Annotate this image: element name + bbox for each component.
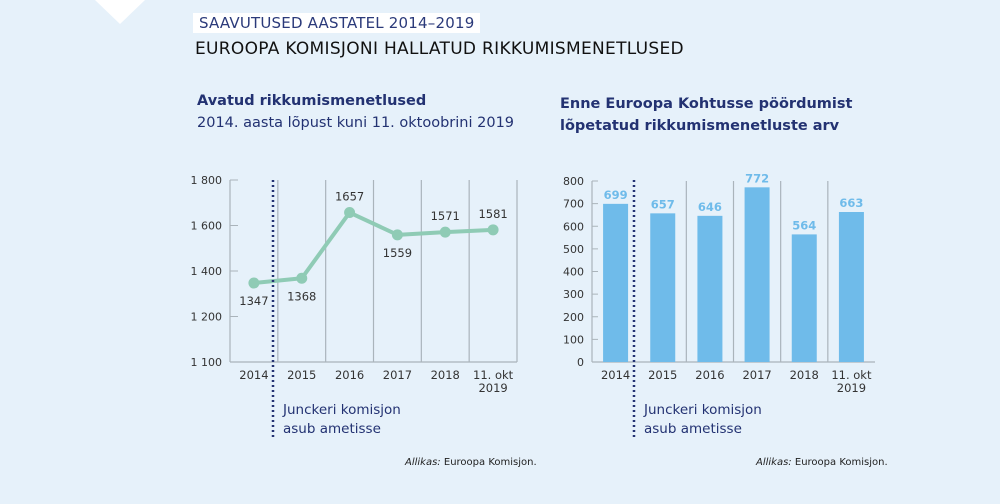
x-tick-label: 2019 [478, 381, 507, 395]
y-tick-label: 1 600 [191, 220, 223, 233]
x-tick-label: 2014 [239, 368, 268, 382]
y-tick-label: 0 [577, 356, 584, 369]
data-label: 1571 [431, 209, 460, 223]
data-label: 772 [745, 171, 769, 185]
x-tick-label: 2019 [837, 381, 866, 395]
bar [650, 213, 676, 362]
data-label: 699 [604, 188, 628, 202]
bar-chart-title-1: Enne Euroopa Kohtusse pöördumist [560, 96, 853, 112]
annotation-line-1: Junckeri komisjon [643, 402, 762, 418]
y-tick-label: 300 [563, 288, 584, 301]
line-chart-subtitle: 2014. aasta lõpust kuni 11. oktoobrini 2… [197, 115, 515, 131]
bar [791, 234, 817, 362]
bar-chart-title-2: lõpetatud rikkumismenetluste arv [560, 118, 840, 134]
bar [838, 211, 864, 362]
data-label: 1347 [239, 294, 268, 308]
bar-chart-source: Allikas: Euroopa Komisjon. [756, 457, 888, 468]
x-tick-label: 2017 [742, 368, 771, 382]
kicker-label: SAAVUTUSED AASTATEL 2014–2019 [193, 13, 481, 33]
x-tick-label: 2018 [790, 368, 819, 382]
bar [697, 215, 723, 362]
x-tick-label: 2016 [695, 368, 724, 382]
data-label: 1368 [287, 289, 316, 303]
bar [744, 187, 770, 362]
data-label: 663 [839, 196, 863, 210]
y-tick-label: 1 200 [191, 311, 223, 324]
annotation-line-2: asub ametisse [644, 421, 742, 437]
data-label: 646 [698, 200, 722, 214]
x-tick-label: 11. okt [473, 368, 514, 382]
line-chart-title: Avatud rikkumismenetlused [197, 93, 427, 109]
data-label: 1559 [383, 246, 412, 260]
x-tick-label: 11. okt [831, 368, 872, 382]
x-tick-label: 2017 [383, 368, 412, 382]
x-tick-label: 2018 [431, 368, 460, 382]
data-point [439, 226, 451, 238]
data-label: 1657 [335, 190, 364, 204]
y-tick-label: 400 [563, 266, 584, 279]
series-line [253, 210, 494, 286]
annotation-line-2: asub ametisse [283, 421, 381, 437]
y-tick-label: 1 800 [191, 174, 223, 187]
line-chart-source: Allikas: Euroopa Komisjon. [405, 457, 537, 468]
data-point [487, 224, 499, 236]
y-tick-label: 1 400 [191, 265, 223, 278]
data-point [248, 277, 260, 289]
y-tick-label: 500 [563, 243, 584, 256]
x-tick-label: 2016 [335, 368, 364, 382]
data-label: 564 [792, 218, 816, 232]
data-point [391, 229, 403, 241]
y-tick-label: 600 [563, 220, 584, 233]
page-title: EUROOPA KOMISJONI HALLATUD RIKKUMISMENET… [195, 39, 684, 59]
y-tick-label: 700 [563, 198, 584, 211]
data-point [344, 207, 356, 219]
data-label: 1581 [478, 207, 507, 221]
annotation-line-1: Junckeri komisjon [282, 402, 401, 418]
data-point [296, 272, 308, 284]
x-tick-label: 2015 [287, 368, 316, 382]
data-label: 657 [651, 197, 675, 211]
y-tick-label: 200 [563, 311, 584, 324]
x-tick-label: 2015 [648, 368, 677, 382]
x-tick-label: 2014 [601, 368, 630, 382]
bar [603, 203, 629, 362]
y-tick-label: 1 100 [191, 356, 223, 369]
y-tick-label: 100 [563, 333, 584, 346]
y-tick-label: 800 [563, 175, 584, 188]
